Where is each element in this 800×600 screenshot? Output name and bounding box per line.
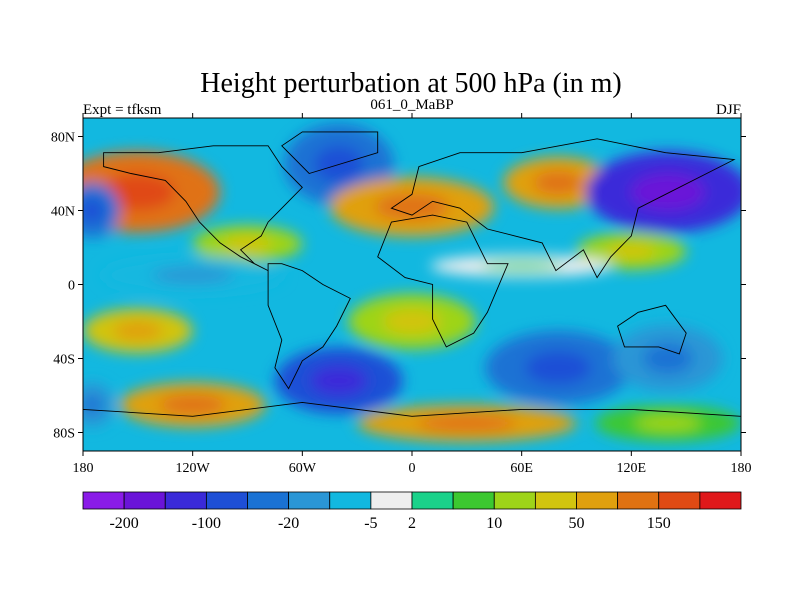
- colorbar-swatch-9: [452, 491, 495, 510]
- anomaly-core-10: [310, 365, 368, 396]
- colorbar-swatch-12: [576, 491, 619, 510]
- anomaly-core-16: [417, 414, 517, 432]
- colorbar-swatch-1: [123, 491, 166, 510]
- x-tick-label-3: 0: [409, 461, 416, 476]
- x-tick-label-1: 120W: [176, 461, 211, 476]
- chart-title: Height perturbation at 500 hPa (in m): [200, 68, 621, 99]
- colorbar-label-5: 10: [486, 515, 502, 532]
- colorbar-swatch-0: [82, 491, 125, 510]
- coastline-4: [617, 304, 687, 355]
- colorbar-swatch-6: [329, 491, 372, 510]
- x-tick-label-4: 60E: [510, 461, 533, 476]
- colorbar-swatch-15: [699, 491, 742, 510]
- y-tick-label-3: 40S: [53, 353, 75, 368]
- anomaly-core-4: [533, 171, 583, 195]
- colorbar-label-7: 150: [647, 515, 671, 532]
- y-axis: 80N 40N 0 40S 80S: [51, 131, 746, 442]
- anomaly-core-17: [634, 414, 701, 432]
- colorbar-label-4: 2: [408, 515, 416, 532]
- colorbar-swatch-11: [534, 491, 577, 510]
- coastline-2: [377, 214, 509, 348]
- y-tick-label-2: 0: [68, 279, 75, 294]
- anomaly-core-8: [480, 261, 563, 271]
- x-tick-label-2: 60W: [289, 461, 317, 476]
- colorbar-label-6: 50: [569, 515, 585, 532]
- coastline-1: [267, 263, 351, 390]
- coastline-5: [83, 401, 741, 451]
- subtitle-right: DJF: [716, 102, 741, 118]
- colorbar-swatch-10: [493, 491, 536, 510]
- y-tick-label-0: 80N: [51, 131, 75, 146]
- anomaly-core-13: [113, 320, 163, 341]
- anomaly-core-0: [100, 173, 175, 211]
- coastline-0: [103, 145, 303, 272]
- subtitle-center: 061_0_MaBP: [370, 97, 453, 113]
- anomaly-core-7: [606, 242, 657, 260]
- colorbar-swatch-5: [288, 491, 331, 510]
- colorbar-label-0: -200: [109, 515, 138, 532]
- anomaly-field: [83, 118, 741, 451]
- x-tick-label-0: 180: [73, 461, 94, 476]
- anomaly-core-15: [383, 309, 441, 334]
- colorbar-swatch-8: [411, 491, 454, 510]
- anomaly-core-3: [374, 193, 450, 221]
- anomaly-core-9: [151, 266, 234, 284]
- colorbar-label-3: -5: [364, 515, 377, 532]
- colorbar-label-1: -100: [192, 515, 221, 532]
- anomaly-core-14: [159, 394, 226, 415]
- colorbar-swatch-7: [370, 491, 413, 510]
- anomaly-core-12: [643, 343, 693, 374]
- anomaly-core-1: [222, 235, 273, 253]
- subtitle-left: Expt = tfksm: [83, 102, 162, 118]
- colorbar-swatch-2: [164, 491, 207, 510]
- coastline-6: [281, 131, 379, 175]
- colorbar: -200 -100 -20 -5 2 10 50 150: [82, 491, 742, 532]
- colorbar-label-2: -20: [278, 515, 299, 532]
- anomaly-core-5: [630, 173, 705, 211]
- y-tick-label-4: 80S: [53, 427, 75, 442]
- colorbar-swatch-13: [617, 491, 660, 510]
- x-tick-label-5: 120E: [617, 461, 647, 476]
- y-tick-label-1: 40N: [51, 205, 75, 220]
- anomaly-core-11: [525, 351, 592, 385]
- coastline-3: [390, 138, 736, 279]
- x-tick-label-6: 180: [731, 461, 752, 476]
- colorbar-swatch-4: [247, 491, 290, 510]
- anomaly-core-18: [83, 394, 103, 415]
- colorbar-swatch-14: [658, 491, 701, 510]
- colorbar-swatch-3: [205, 491, 248, 510]
- coastlines: [83, 131, 741, 451]
- anomaly-core-6: [83, 198, 105, 223]
- x-axis: 180 120W 60W 0 60E 120E 180: [73, 113, 752, 476]
